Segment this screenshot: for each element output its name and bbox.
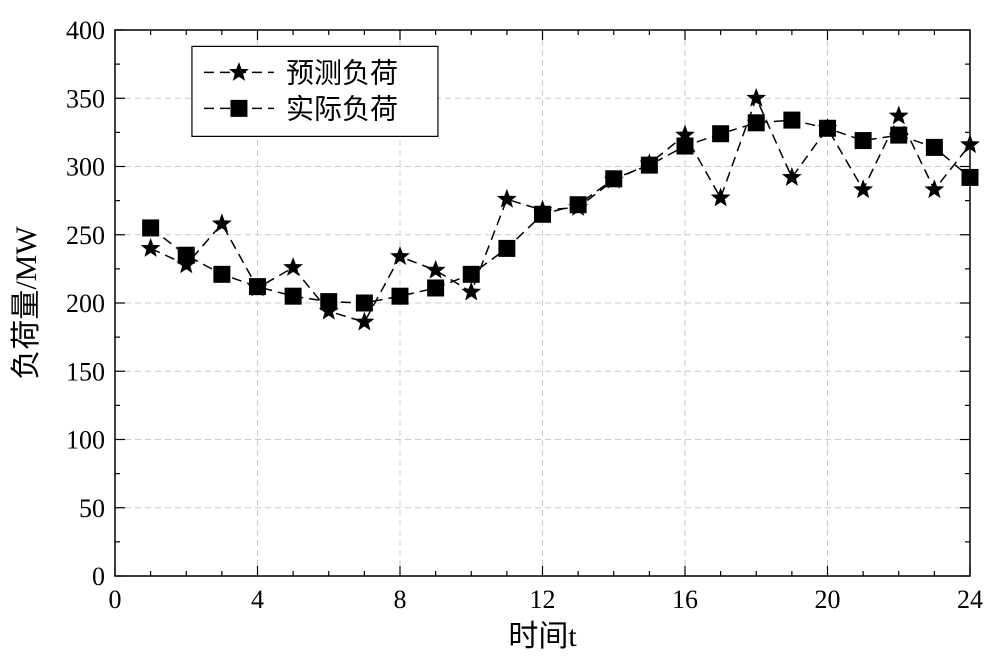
svg-text:4: 4 [251, 585, 264, 614]
svg-text:350: 350 [66, 84, 105, 113]
x-axis-label: 时间t [508, 620, 577, 653]
svg-text:24: 24 [957, 585, 983, 614]
legend-label-0: 预测负荷 [286, 57, 398, 89]
svg-text:300: 300 [66, 153, 105, 182]
y-axis-label: 负荷量/MW [10, 226, 43, 380]
svg-text:250: 250 [66, 221, 105, 250]
legend-label-1: 实际负荷 [286, 93, 398, 125]
legend: 预测负荷实际负荷 [192, 46, 438, 136]
svg-text:8: 8 [394, 585, 407, 614]
svg-text:50: 50 [79, 494, 105, 523]
svg-text:150: 150 [66, 357, 105, 386]
svg-text:16: 16 [672, 585, 698, 614]
svg-text:100: 100 [66, 426, 105, 455]
svg-text:200: 200 [66, 289, 105, 318]
svg-text:400: 400 [66, 16, 105, 45]
chart-svg: 0 4 8 12 16 20 24 0 50 100 150 200 250 300 350 400 时间t 负荷… [0, 0, 1000, 666]
svg-text:20: 20 [815, 585, 841, 614]
svg-text:12: 12 [530, 585, 556, 614]
svg-text:0: 0 [92, 562, 105, 591]
load-forecast-chart: 0 4 8 12 16 20 24 0 50 100 150 200 250 300 350 400 时间t 负荷… [0, 0, 1000, 666]
svg-text:0: 0 [109, 585, 122, 614]
